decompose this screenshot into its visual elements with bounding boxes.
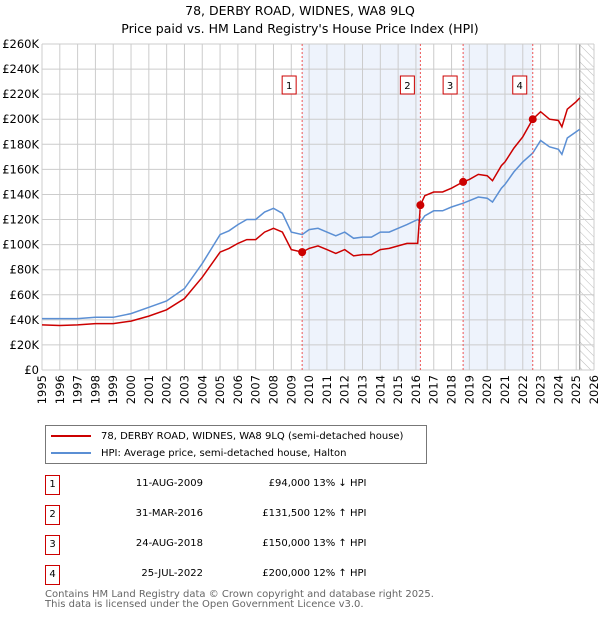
transaction-hpi: 13% ↑ HPI (313, 538, 367, 549)
x-tick-label: 2003 (177, 375, 191, 404)
transaction-price: £94,000 (268, 478, 310, 489)
transaction-num: 1 (45, 475, 60, 495)
sale-label-box (442, 75, 458, 95)
sale-point (459, 177, 468, 186)
legend-swatch-property (51, 435, 91, 437)
transaction-date: 31-MAR-2016 (135, 508, 203, 519)
sale-label: 2 (404, 81, 410, 92)
legend-label-hpi: HPI: Average price, semi-detached house,… (101, 447, 347, 459)
y-tick-label: £80K (10, 263, 40, 277)
x-tick-label: 2020 (480, 375, 494, 404)
transaction-hpi: 12% ↑ HPI (313, 508, 367, 519)
price-chart: £0 £20K £40K £60K £80K £100K £120K £140K £160K £1… (2, 37, 600, 404)
y-tick-label: £160K (2, 162, 39, 176)
y-tick-label: £140K (2, 187, 39, 201)
x-tick-label: 2025 (569, 375, 583, 404)
sale-point (416, 201, 425, 210)
y-tick-label: £20K (10, 338, 40, 352)
x-tick-label: 2023 (534, 375, 548, 404)
sale-label: 3 (447, 81, 453, 92)
sale-period-shade (463, 44, 533, 370)
sale-point (528, 115, 537, 124)
y-tick-label: £0 (24, 363, 39, 377)
x-tick-label: 2000 (124, 375, 138, 404)
x-tick-label: 2018 (445, 375, 459, 404)
sale-label-box (512, 75, 528, 95)
chart-subtitle: Price paid vs. HM Land Registry's House … (121, 21, 479, 36)
x-tick-label: 1998 (88, 375, 102, 404)
transaction-row: 2 31-MAR-2016 £131,500 12% ↑ HPI (45, 505, 465, 525)
x-tick-label: 1996 (53, 375, 67, 404)
y-tick-label: £240K (2, 62, 39, 76)
sale-label: 1 (286, 81, 292, 92)
series-line (41, 97, 581, 327)
x-tick-label: 2001 (142, 375, 156, 404)
x-tick-label: 2024 (551, 375, 565, 404)
x-tick-label: 2011 (320, 375, 334, 404)
sale-period-shade (302, 44, 421, 370)
y-tick-label: £220K (2, 87, 39, 101)
x-tick-label: 2016 (409, 375, 423, 404)
x-tick-label: 2007 (249, 375, 263, 404)
transaction-date: 25-JUL-2022 (141, 568, 203, 579)
sale-label: 4 (517, 81, 523, 92)
x-tick-label: 2009 (284, 375, 298, 404)
legend-item-property: 78, DERBY ROAD, WIDNES, WA8 9LQ (semi-de… (46, 428, 403, 444)
transaction-date: 11-AUG-2009 (135, 478, 203, 489)
sale-label-box (281, 75, 297, 95)
y-tick-label: £100K (2, 238, 39, 252)
series-line (42, 128, 581, 320)
x-tick-label: 2010 (302, 375, 316, 404)
y-tick-label: £120K (2, 213, 39, 227)
x-tick-label: 2026 (587, 375, 600, 404)
footer-licence: This data is licensed under the Open Gov… (45, 599, 364, 610)
transaction-hpi: 13% ↓ HPI (313, 478, 367, 489)
x-tick-label: 1995 (35, 375, 49, 404)
y-tick-label: £260K (2, 37, 39, 51)
x-tick-label: 2004 (195, 375, 209, 404)
legend: 78, DERBY ROAD, WIDNES, WA8 9LQ (semi-de… (45, 425, 427, 464)
sale-label-box (399, 75, 415, 95)
forecast-hatch (579, 44, 594, 370)
x-tick-label: 2014 (373, 375, 387, 404)
x-tick-label: 1997 (71, 375, 85, 404)
y-tick-label: £200K (2, 112, 39, 126)
transaction-price: £200,000 (262, 568, 310, 579)
transaction-price: £150,000 (262, 538, 310, 549)
legend-item-hpi: HPI: Average price, semi-detached house,… (46, 445, 346, 461)
y-tick-label: £180K (2, 137, 39, 151)
chart-title: 78, DERBY ROAD, WIDNES, WA8 9LQ (185, 3, 415, 18)
x-tick-label: 2008 (266, 375, 280, 404)
y-tick-label: £60K (10, 288, 40, 302)
legend-swatch-hpi (51, 452, 91, 454)
x-tick-label: 2013 (356, 375, 370, 404)
legend-label-property: 78, DERBY ROAD, WIDNES, WA8 9LQ (semi-de… (101, 430, 404, 442)
transaction-num: 2 (45, 505, 60, 525)
x-tick-label: 2012 (338, 375, 352, 404)
x-tick-label: 2019 (462, 375, 476, 404)
transaction-hpi: 12% ↑ HPI (313, 568, 367, 579)
x-tick-label: 2006 (231, 375, 245, 404)
x-tick-label: 2022 (516, 375, 530, 404)
x-tick-label: 2015 (391, 375, 405, 404)
x-tick-label: 2005 (213, 375, 227, 404)
transaction-price: £131,500 (262, 508, 310, 519)
transaction-row: 1 11-AUG-2009 £94,000 13% ↓ HPI (45, 475, 465, 495)
footer-copyright: Contains HM Land Registry data © Crown c… (45, 589, 434, 600)
transaction-num: 3 (45, 535, 60, 555)
transaction-date: 24-AUG-2018 (135, 538, 203, 549)
x-tick-label: 2002 (160, 375, 174, 404)
y-tick-label: £40K (10, 313, 40, 327)
x-tick-label: 2021 (498, 375, 512, 404)
transaction-row: 4 25-JUL-2022 £200,000 12% ↑ HPI (45, 565, 465, 585)
x-tick-label: 1999 (106, 375, 120, 404)
transaction-row: 3 24-AUG-2018 £150,000 13% ↑ HPI (45, 535, 465, 555)
transaction-num: 4 (45, 565, 60, 585)
sale-point (298, 248, 307, 257)
x-tick-label: 2017 (427, 375, 441, 404)
